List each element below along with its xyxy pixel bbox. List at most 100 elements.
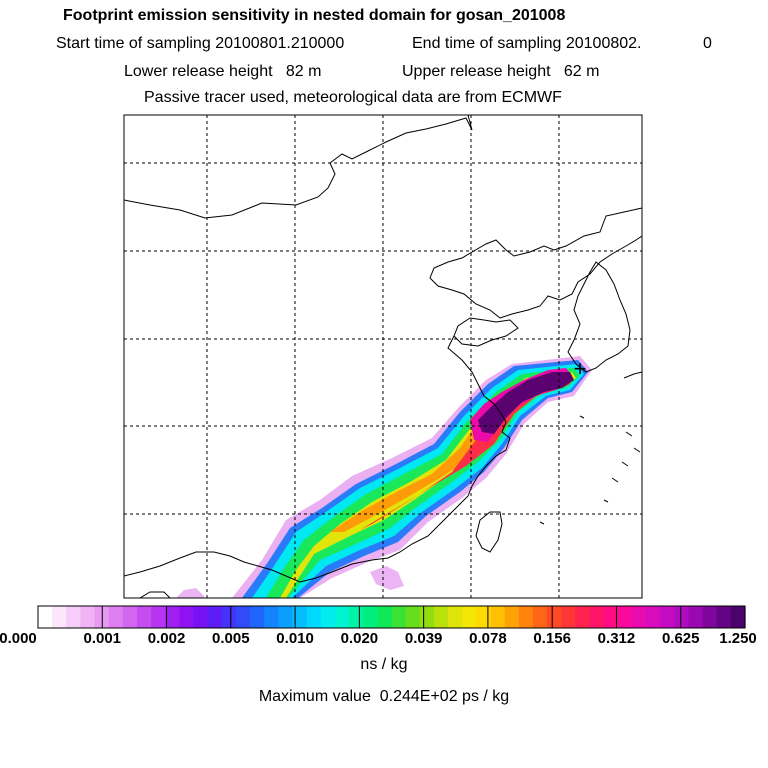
colorbar-cell: [108, 606, 124, 628]
coastline-manchuria: [429, 207, 642, 319]
colorbar-cell: [405, 606, 421, 628]
colorbar-tick-label: 1.250: [719, 630, 757, 647]
upper-release: Upper release height 62 m: [402, 62, 599, 82]
colorbar-cell: [419, 606, 435, 628]
colorbar-tick-label: 0.002: [147, 630, 186, 647]
map-frame: [123, 114, 643, 599]
colorbar-cell: [660, 606, 675, 628]
colorbar-cell: [532, 606, 548, 628]
plume-orange: [330, 376, 572, 532]
colorbar-cell: [603, 606, 619, 628]
colorbar-tick-label: 0.005: [212, 630, 250, 647]
max-label: Maximum value: [258, 688, 371, 705]
colorbar-cell: [250, 606, 265, 628]
coastline-hainan: [139, 591, 171, 598]
colorbar-tick-label: 0.001: [83, 630, 122, 647]
colorbar-cell: [221, 606, 237, 628]
coastline-japan-kyushu: [623, 371, 642, 379]
colorbar-units: ns / kg: [360, 656, 408, 673]
colorbar-tick-label: 0.078: [469, 630, 507, 647]
plume-spot-south: [370, 566, 404, 590]
colorbar-cell: [702, 606, 718, 628]
colorbar-cell: [377, 606, 393, 628]
footprint-plume: [176, 356, 592, 598]
colorbar-cell: [334, 606, 350, 628]
coastline-korea: [567, 261, 631, 373]
colorbar-cells: [38, 606, 746, 628]
lower-release-label: Lower release height: [124, 63, 273, 80]
colorbar-cell: [716, 606, 732, 628]
colorbar-cell: [631, 606, 647, 628]
upper-release-value: 62 m: [563, 63, 600, 80]
end-sampling: End time of sampling 20100802.: [412, 34, 642, 54]
colorbar-cell: [688, 606, 704, 628]
plot-title: Footprint emission sensitivity in nested…: [63, 7, 566, 24]
colorbar-dividers: [101, 606, 682, 628]
end-value: 20100802.: [565, 35, 642, 52]
colorbar-cell: [278, 606, 294, 628]
colorbar-cell: [179, 606, 195, 628]
plume-core: [478, 372, 574, 434]
receptor-marker: +: [574, 356, 587, 381]
colorbar-cell: [66, 606, 82, 628]
coastline-taiwan: [475, 511, 503, 553]
lower-release: Lower release height 82 m: [124, 62, 321, 82]
tracer-note: Passive tracer used, meteorological data…: [144, 89, 562, 106]
colorbar-cell: [490, 606, 506, 628]
max-number: 0.244E+02: [379, 688, 458, 705]
colorbar-tick-label: 0.000: [0, 630, 37, 647]
colorbar-cell: [349, 606, 364, 628]
lower-release-value: 82 m: [285, 63, 322, 80]
colorbar-tick-label: 0.020: [340, 630, 379, 647]
graticule: [124, 115, 642, 598]
max-units: ps / kg: [462, 688, 510, 705]
colorbar-cell: [730, 606, 746, 628]
colorbar-tick-label: 0.039: [404, 630, 443, 647]
colorbar-cell: [646, 606, 661, 628]
colorbar-cell: [207, 606, 223, 628]
colorbar-cell: [391, 606, 407, 628]
colorbar-tick-label: 0.625: [661, 630, 700, 647]
colorbar-tick-label: 0.010: [276, 630, 314, 647]
end-label: End time of sampling: [412, 35, 562, 52]
coastline-china-east: [124, 335, 511, 583]
colorbar-cell: [518, 606, 534, 628]
colorbar-cell: [165, 606, 180, 628]
colorbar-cell: [151, 606, 166, 628]
colorbar-cell: [561, 606, 576, 628]
colorbar-cell: [589, 606, 605, 628]
colorbar-cell: [52, 606, 67, 628]
colorbar-cell: [448, 606, 463, 628]
colorbar-cell: [38, 606, 53, 628]
colorbar-frame: [37, 605, 746, 629]
maximum-value: Maximum value 0.244E+02 ps / kg: [0, 688, 768, 706]
map-panel: +: [123, 114, 643, 599]
colorbar-cell: [136, 606, 152, 628]
colorbar-tick-label: 0.156: [533, 630, 571, 647]
colorbar-cell: [575, 606, 591, 628]
upper-release-label: Upper release height: [402, 63, 551, 80]
colorbar-cell: [122, 606, 138, 628]
colorbar-tick-label: 0.312: [597, 630, 636, 647]
start-value: 20100801.210000: [215, 35, 345, 52]
colorbar-cell: [193, 606, 209, 628]
colorbar-cell: [462, 606, 477, 628]
colorbar: [37, 605, 746, 629]
colorbar-cell: [547, 606, 562, 628]
colorbar-cell: [264, 606, 279, 628]
coastline-islands: [539, 415, 641, 525]
colorbar-cell: [235, 606, 251, 628]
colorbar-cell: [80, 606, 96, 628]
coastline-bohai: [499, 235, 642, 319]
start-label: Start time of sampling: [56, 35, 211, 52]
coastline-shandong: [453, 317, 519, 347]
colorbar-cell: [292, 606, 308, 628]
colorbar-cell: [674, 606, 690, 628]
plume-spot-southwest: [176, 588, 204, 598]
colorbar-cell: [363, 606, 378, 628]
sampling-line: Start time of sampling 20100801.210000: [56, 34, 344, 54]
colorbar-cell: [433, 606, 449, 628]
end-extra: 0: [703, 35, 712, 52]
colorbar-cell: [476, 606, 492, 628]
colorbar-cell: [504, 606, 520, 628]
